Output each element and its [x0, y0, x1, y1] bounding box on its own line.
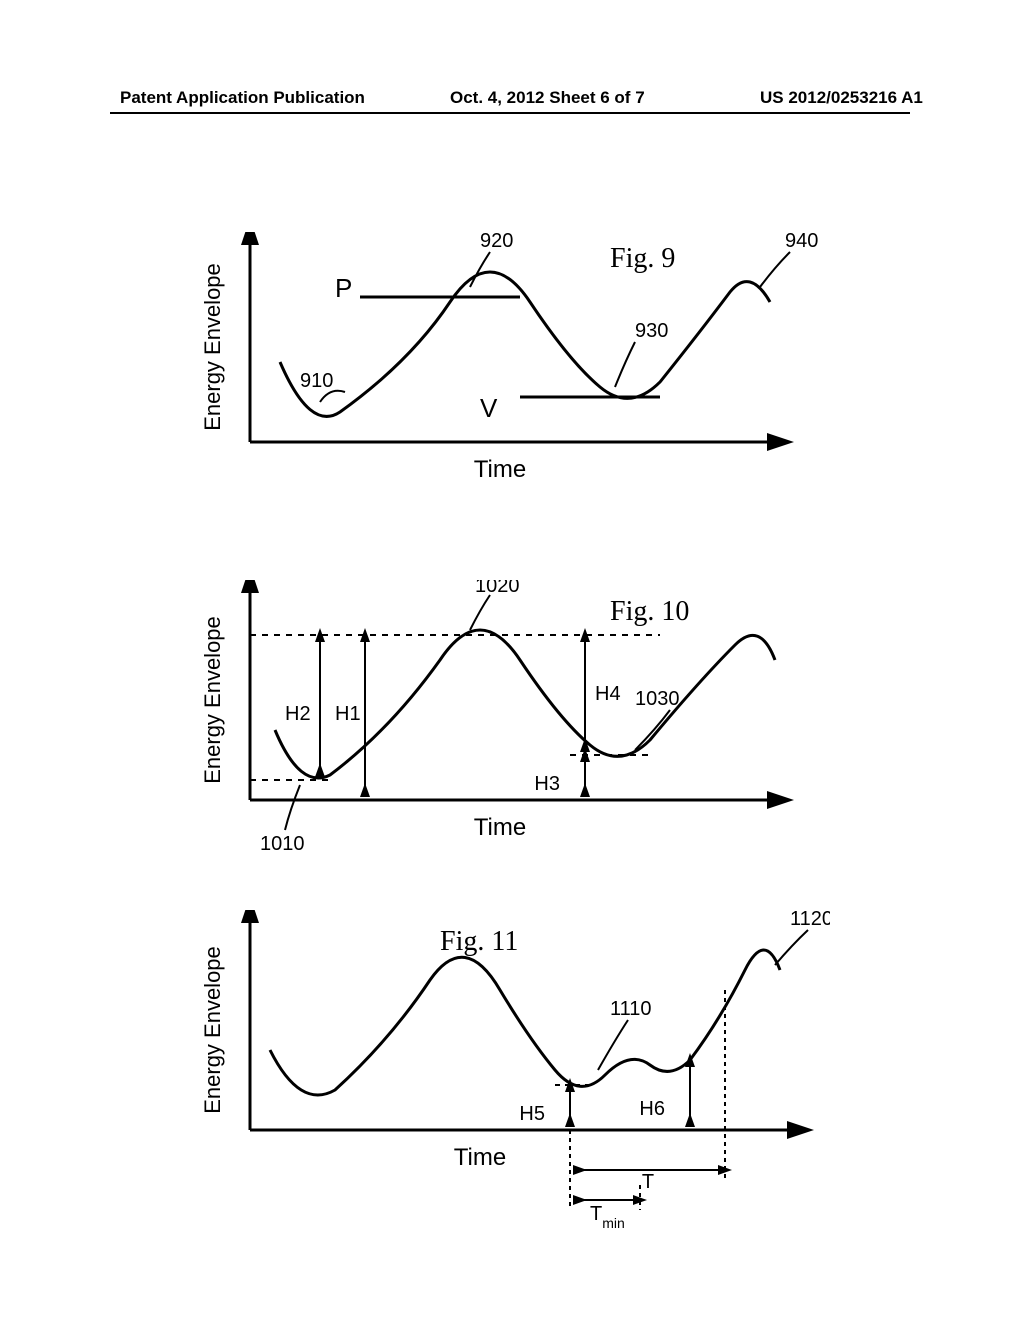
fig10-ylabel: Energy Envelope — [200, 616, 225, 784]
fig11-xlabel: Time — [454, 1144, 506, 1171]
fig10-title: Fig. 10 — [610, 596, 689, 627]
fig10-svg: Energy Envelope Time H2 H1 H3 H4 1010 10… — [190, 580, 830, 870]
fig9-940: 940 — [785, 232, 818, 252]
page: Patent Application Publication Oct. 4, 2… — [0, 0, 1024, 1320]
fig11-tmin: Tmin — [590, 1203, 625, 1230]
fig10-h1: H1 — [335, 703, 361, 725]
fig11-1120: 1120 — [790, 910, 830, 930]
fig10-h3: H3 — [534, 773, 560, 795]
fig11-h6: H6 — [639, 1098, 665, 1120]
fig11-title: Fig. 11 — [440, 926, 518, 957]
fig10-1030: 1030 — [635, 688, 680, 710]
fig10-1010: 1010 — [260, 833, 305, 855]
fig9-930: 930 — [635, 320, 668, 342]
fig11-h5: H5 — [519, 1103, 545, 1125]
fig9-title: Fig. 9 — [610, 243, 675, 274]
fig11-svg: Energy Envelope Time H5 H6 T Tmin 1110 1… — [190, 910, 830, 1230]
header-center: Oct. 4, 2012 Sheet 6 of 7 — [450, 88, 645, 108]
figure-11: Energy Envelope Time H5 H6 T Tmin 1110 1… — [190, 910, 830, 1230]
fig9-910: 910 — [300, 370, 333, 392]
fig10-xlabel: Time — [474, 814, 526, 841]
header-left: Patent Application Publication — [120, 88, 365, 108]
fig9-v: V — [480, 393, 498, 423]
header-rule — [110, 112, 910, 114]
figure-10: Energy Envelope Time H2 H1 H3 H4 1010 10… — [190, 580, 830, 870]
fig10-h2: H2 — [285, 703, 311, 725]
fig9-ylabel: Energy Envelope — [200, 263, 225, 431]
fig9-svg: Energy Envelope Time P V 910 920 930 940… — [190, 232, 830, 512]
figure-9: Energy Envelope Time P V 910 920 930 940… — [190, 232, 830, 512]
header-right: US 2012/0253216 A1 — [760, 88, 923, 108]
fig11-1110: 1110 — [610, 998, 652, 1020]
fig9-p: P — [335, 273, 352, 303]
fig10-1020: 1020 — [475, 580, 520, 597]
fig9-920: 920 — [480, 232, 513, 252]
fig9-xlabel: Time — [474, 456, 526, 483]
fig11-t: T — [642, 1171, 654, 1193]
fig10-h4: H4 — [595, 683, 621, 705]
fig11-ylabel: Energy Envelope — [200, 946, 225, 1114]
